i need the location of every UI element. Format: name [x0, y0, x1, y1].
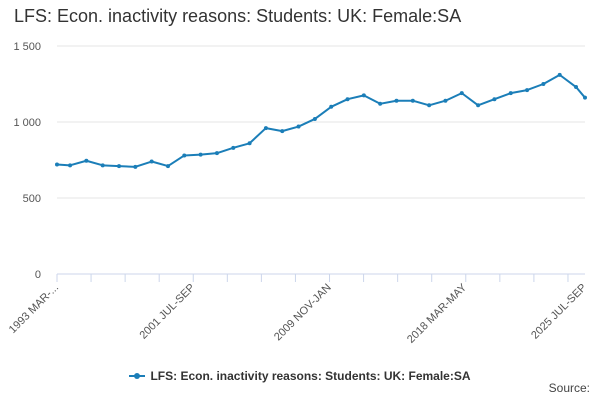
data-point	[231, 145, 236, 150]
data-point	[583, 95, 587, 100]
data-point	[492, 97, 497, 102]
data-point	[149, 159, 154, 164]
data-point	[247, 141, 252, 146]
data-point	[508, 91, 513, 96]
x-tick-label: 2001 JUL-SEP	[137, 282, 197, 342]
data-point	[443, 98, 448, 103]
data-point	[345, 97, 350, 102]
y-tick-label: 1 500	[13, 41, 41, 53]
data-point	[214, 151, 219, 156]
data-point	[55, 162, 59, 167]
data-point	[427, 103, 432, 108]
data-point	[557, 72, 562, 77]
data-point	[68, 163, 73, 168]
x-tick-label: 1993 MAR-...	[7, 282, 61, 336]
chart-legend: LFS: Econ. inactivity reasons: Students:…	[0, 366, 600, 383]
chart-plot: 0 500 1 000 1 500 1993 MAR-... 2001 JUL-SEP 20…	[7, 41, 589, 346]
data-point	[84, 158, 89, 163]
legend-marker-icon	[129, 373, 146, 379]
x-tick-label: 2018 MAR-MAY	[405, 281, 470, 346]
series-line	[56, 73, 586, 168]
data-point	[182, 153, 187, 158]
data-point	[263, 126, 268, 131]
x-tick-label: 2009 NOV-JAN	[272, 282, 334, 344]
data-point	[525, 88, 530, 93]
legend-label: LFS: Econ. inactivity reasons: Students:…	[150, 369, 471, 383]
y-tick-label: 500	[23, 193, 41, 205]
data-point	[280, 129, 285, 134]
data-point	[476, 103, 481, 108]
data-point	[361, 93, 366, 98]
y-tick-label: 0	[35, 269, 41, 281]
data-point	[165, 164, 170, 169]
data-point	[394, 98, 399, 103]
y-tick-label: 1 000	[13, 117, 41, 129]
data-point	[329, 104, 334, 109]
data-point	[378, 101, 383, 106]
data-point	[133, 164, 138, 169]
data-point	[574, 85, 579, 90]
data-point	[312, 116, 317, 121]
data-point	[117, 164, 122, 169]
x-tick-label: 2025 JUL-SEP	[529, 282, 589, 342]
data-point	[459, 91, 464, 96]
data-point	[198, 152, 203, 157]
legend-item-series[interactable]: LFS: Econ. inactivity reasons: Students:…	[129, 369, 471, 383]
data-point	[100, 163, 105, 168]
source-label: Source:	[548, 381, 590, 395]
data-point	[410, 98, 415, 103]
chart-title: LFS: Econ. inactivity reasons: Students:…	[14, 6, 462, 26]
data-point	[296, 124, 301, 129]
data-point	[541, 82, 546, 86]
